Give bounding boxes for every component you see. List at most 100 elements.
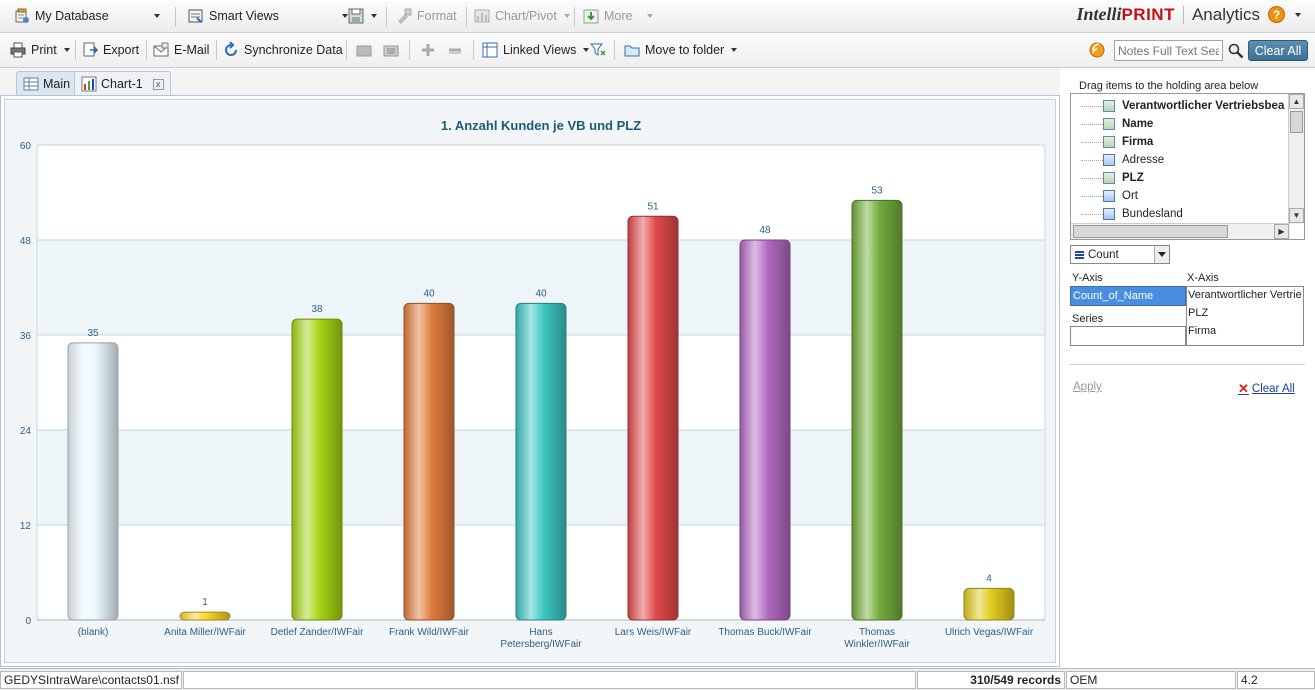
move-to-folder-menu[interactable]: Move to folder <box>624 33 738 67</box>
bar <box>403 302 455 621</box>
chevron-down-icon <box>371 14 377 18</box>
data-label: 35 <box>87 328 99 339</box>
field-item[interactable]: Adresse <box>1071 151 1291 169</box>
help-icon[interactable]: ? <box>1268 6 1285 23</box>
field-item[interactable]: Ort <box>1071 187 1291 205</box>
field-label: PLZ <box>1122 172 1144 184</box>
print-menu[interactable]: Print <box>10 33 70 67</box>
x-tick-label: Frank Wild/IWFair <box>389 627 470 638</box>
scroll-up-icon[interactable]: ▲ <box>1289 94 1304 109</box>
bar <box>291 318 343 621</box>
chevron-down-icon <box>341 14 348 18</box>
x-axis-label: X-Axis <box>1187 272 1219 284</box>
chevron-down-icon[interactable] <box>1295 12 1301 17</box>
more-menu[interactable]: More <box>583 0 654 32</box>
chevron-down-icon <box>63 48 70 52</box>
x-axis-drop-zone[interactable]: Verantwortlicher Vertrie PLZ Firma <box>1186 286 1304 346</box>
folder-expand-button[interactable] <box>383 33 399 67</box>
status-oem: OEM <box>1066 671 1236 689</box>
field-item[interactable]: Bundesland <box>1071 205 1291 223</box>
folder-collapse-icon <box>356 42 372 58</box>
x-axis-item[interactable]: Verantwortlicher Vertrie <box>1188 289 1302 301</box>
brand-analytics: Analytics <box>1191 4 1260 24</box>
x-axis-item[interactable]: PLZ <box>1188 307 1209 319</box>
chevron-down-icon[interactable] <box>1154 246 1169 263</box>
my-database-menu[interactable]: My Database <box>14 0 160 32</box>
field-item[interactable]: PLZ <box>1071 169 1291 187</box>
data-label: 51 <box>647 201 659 212</box>
field-item[interactable]: Name <box>1071 115 1291 133</box>
chart-pivot-label: Chart/Pivot <box>495 9 557 23</box>
vertical-scrollbar[interactable]: ▲ ▼ <box>1288 94 1304 224</box>
bar <box>851 199 903 621</box>
tab-main-label: Main <box>43 77 71 91</box>
scroll-thumb[interactable] <box>1073 225 1228 238</box>
series-label: Series <box>1072 313 1104 325</box>
field-label: Bundesland <box>1122 208 1183 220</box>
horizontal-scrollbar[interactable]: ▶ <box>1071 223 1290 239</box>
sync-icon <box>223 41 239 58</box>
field-item[interactable]: Firma <box>1071 133 1291 151</box>
search-scope-button[interactable] <box>1089 33 1105 67</box>
search-button[interactable] <box>1228 42 1244 60</box>
chevron-down-icon <box>583 48 590 52</box>
series-drop-zone[interactable] <box>1070 326 1186 346</box>
x-tick-label: Anita Miller/IWFair <box>164 627 246 638</box>
clear-all-link[interactable]: ✕ Clear All <box>1238 381 1295 397</box>
collapse-all-button[interactable] <box>447 33 463 67</box>
database-icon <box>14 8 30 24</box>
my-database-label: My Database <box>35 9 109 23</box>
collapse-all-icon <box>447 42 463 58</box>
x-tick-label: Lars Weis/IWFair <box>615 627 692 638</box>
linked-views-menu[interactable]: Linked Views <box>482 33 590 67</box>
chart-pivot-menu[interactable]: Chart/Pivot <box>474 0 570 32</box>
chevron-down-icon <box>153 14 160 18</box>
chart-canvas: 0 12 24 36 48 60 1. Anzahl Kunden je VB und PL… <box>4 99 1056 663</box>
x-tick-label: Detlef Zander/IWFair <box>271 627 364 638</box>
save-icon <box>348 8 364 24</box>
email-button[interactable]: E-Mail <box>153 33 209 67</box>
drag-hint: Drag items to the holding area below <box>1079 80 1259 92</box>
smart-views-menu[interactable]: Smart Views <box>188 0 348 32</box>
email-label: E-Mail <box>174 43 210 57</box>
measure-field-icon <box>1103 118 1115 130</box>
grid-view-icon <box>23 76 39 92</box>
expand-all-button[interactable] <box>420 33 436 67</box>
search-input[interactable] <box>1114 40 1223 61</box>
y-tick-label: 36 <box>20 331 32 342</box>
scroll-down-icon[interactable]: ▼ <box>1289 208 1304 223</box>
bar <box>515 302 567 621</box>
x-tick-label: Winkler/IWFair <box>844 639 910 650</box>
tab-main[interactable]: Main <box>16 71 78 96</box>
list-icon <box>1075 250 1084 259</box>
dimension-field-icon <box>1103 208 1115 220</box>
status-version: 4.2 <box>1237 671 1315 689</box>
status-empty <box>183 671 916 689</box>
save-menu[interactable] <box>348 0 377 32</box>
clear-all-button[interactable]: Clear All <box>1248 40 1308 61</box>
field-label: Ort <box>1122 190 1138 202</box>
y-axis-label: Y-Axis <box>1072 272 1103 284</box>
x-tick-label: Hans <box>529 627 552 638</box>
export-button[interactable]: Export <box>82 33 139 67</box>
tab-chart-1[interactable]: Chart-1 x <box>74 71 171 96</box>
scroll-right-icon[interactable]: ▶ <box>1274 224 1289 239</box>
folder-collapse-button[interactable] <box>356 33 372 67</box>
filter-button[interactable] <box>589 33 606 67</box>
close-icon[interactable]: x <box>152 78 164 90</box>
x-axis-item[interactable]: Firma <box>1188 325 1217 337</box>
aggregate-select[interactable]: Count <box>1070 245 1170 264</box>
y-axis-drop-zone[interactable]: Count_of_Name <box>1070 286 1186 306</box>
bar-chart-icon <box>81 76 97 92</box>
linked-views-label: Linked Views <box>503 43 577 57</box>
field-item[interactable]: Verantwortlicher Vertriebsbea <box>1071 97 1291 115</box>
rss-search-icon <box>1089 42 1105 58</box>
apply-link[interactable]: Apply <box>1073 381 1102 393</box>
scroll-thumb[interactable] <box>1290 111 1303 133</box>
printer-icon <box>10 42 26 58</box>
bar <box>963 587 1015 621</box>
format-button[interactable]: Format <box>396 0 457 32</box>
synchronize-button[interactable]: Synchronize Data <box>223 33 343 67</box>
clear-x-icon: ✕ <box>1238 381 1249 396</box>
main-toolbar: My Database Smart Views Format Chart/Piv… <box>0 0 1315 33</box>
